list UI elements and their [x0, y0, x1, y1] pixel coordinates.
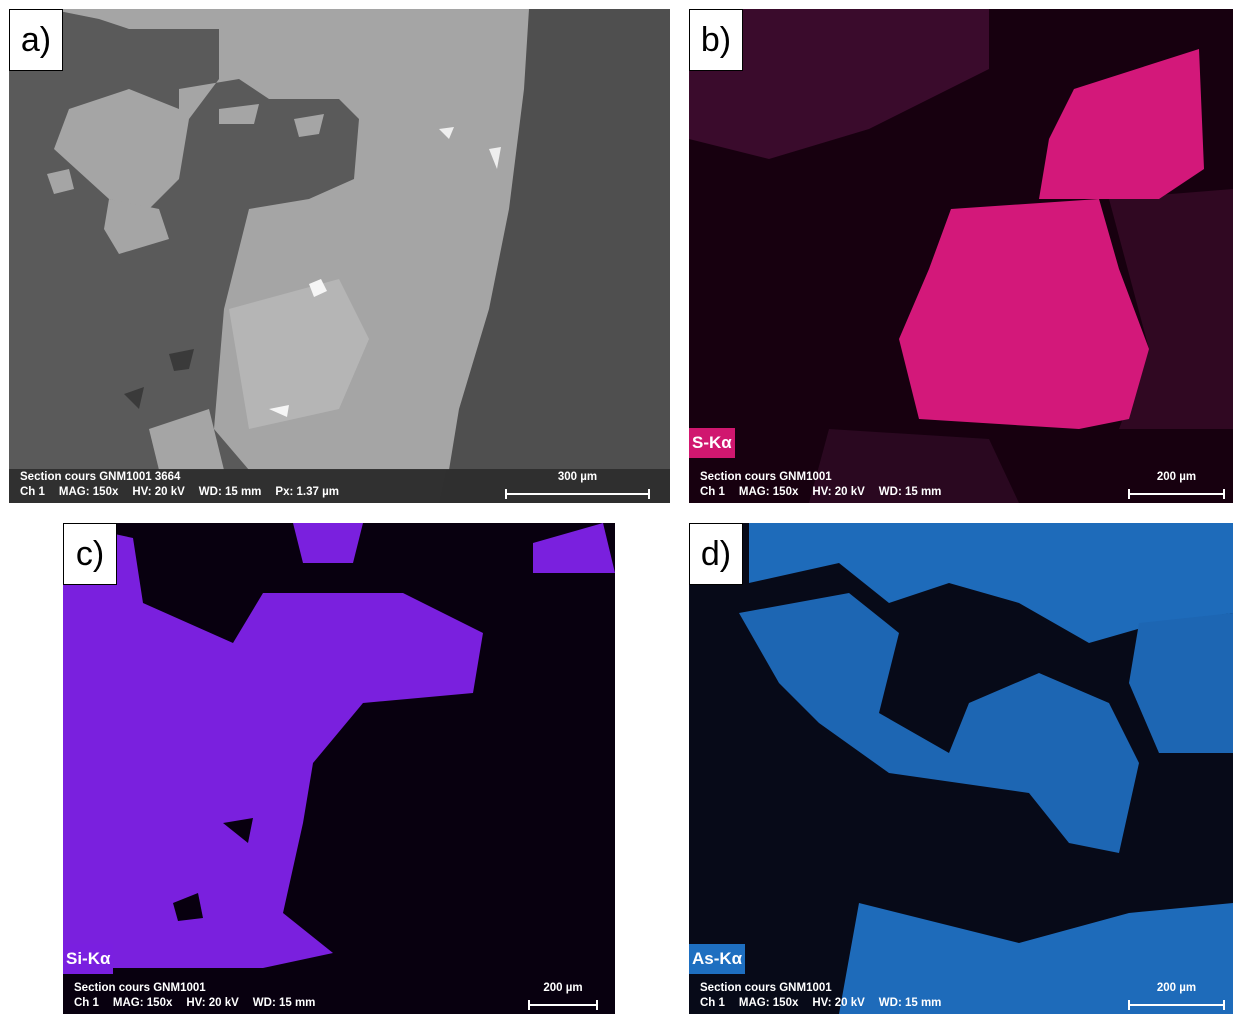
scale-bar-label: 200 µm: [1128, 982, 1225, 994]
scale-bar-label: 200 µm: [1128, 471, 1225, 483]
info-item: HV: 20 kV: [132, 486, 184, 498]
image-panel: a) Section cours GNM1001 3664 Ch 1 MAG: 150…: [9, 9, 670, 503]
phase-region: [169, 349, 194, 371]
scale-bar: [505, 489, 650, 499]
info-item: Ch 1: [700, 486, 725, 498]
info-item: HV: 20 kV: [186, 997, 238, 1009]
info-line: Ch 1 MAG: 150x HV: 20 kV WD: 15 mm Px: 1.37 …: [20, 486, 353, 498]
info-item: HV: 20 kV: [812, 997, 864, 1009]
info-bar: Section cours GNM1001 Ch 1 MAG: 150x HV: 20…: [689, 980, 1233, 1014]
panel-label: c): [63, 523, 117, 585]
phase-region: [47, 169, 74, 194]
scale-bar: [1128, 1000, 1225, 1010]
info-item: WD: 15 mm: [879, 997, 942, 1009]
phase-region: [533, 523, 615, 573]
info-item: Ch 1: [700, 997, 725, 1009]
panel-label: b): [689, 9, 743, 71]
info-line: Section cours GNM1001: [700, 471, 832, 483]
micrograph: [9, 9, 670, 503]
info-line: Ch 1 MAG: 150x HV: 20 kV WD: 15 mm: [700, 486, 955, 498]
element-label: S-Kα: [689, 428, 735, 458]
scale-bar-label: 300 µm: [505, 471, 650, 483]
phase-region: [124, 387, 144, 409]
image-panel: d) As-Kα Section cours GNM1001 Ch 1 MAG: 150…: [689, 523, 1233, 1014]
scale-bar-label: 200 µm: [528, 982, 598, 994]
phase-region: [1039, 49, 1204, 199]
info-item: WD: 15 mm: [879, 486, 942, 498]
scale-bar: [528, 1000, 598, 1010]
info-line: Ch 1 MAG: 150x HV: 20 kV WD: 15 mm: [74, 997, 329, 1009]
info-bar: Section cours GNM1001 Ch 1 MAG: 150x HV: 20…: [689, 469, 1233, 503]
info-item: HV: 20 kV: [812, 486, 864, 498]
phase-region: [104, 199, 169, 254]
phase-region: [293, 523, 363, 563]
info-item: WD: 15 mm: [253, 997, 316, 1009]
info-item: MAG: 150x: [59, 486, 118, 498]
info-bar: Section cours GNM1001 Ch 1 MAG: 150x HV: 20…: [63, 980, 615, 1014]
info-item: MAG: 150x: [739, 997, 798, 1009]
info-line: Ch 1 MAG: 150x HV: 20 kV WD: 15 mm: [700, 997, 955, 1009]
info-line: Section cours GNM1001 3664: [20, 471, 180, 483]
info-item: Px: 1.37 µm: [275, 486, 339, 498]
scale-bar: [1128, 489, 1225, 499]
info-item: MAG: 150x: [739, 486, 798, 498]
phase-region: [219, 104, 259, 124]
micrograph: [63, 523, 615, 1014]
phase-region: [1129, 613, 1233, 753]
panel-label: a): [9, 9, 63, 71]
micrograph: [689, 523, 1233, 1014]
info-item: Ch 1: [20, 486, 45, 498]
info-line: Section cours GNM1001: [74, 982, 206, 994]
micrograph: [689, 9, 1233, 503]
phase-region: [294, 114, 324, 137]
phase-region: [63, 523, 483, 968]
element-label: Si-Kα: [63, 944, 113, 974]
phase-region: [899, 199, 1149, 429]
element-label: As-Kα: [689, 944, 745, 974]
info-item: MAG: 150x: [113, 997, 172, 1009]
info-line: Section cours GNM1001: [700, 982, 832, 994]
figure: (() => { const data = JSON.parse(documen…: [0, 0, 1233, 1014]
info-bar: Section cours GNM1001 3664 Ch 1 MAG: 150x H…: [9, 469, 670, 503]
phase-region: [149, 409, 224, 470]
panel-label: d): [689, 523, 743, 585]
info-item: Ch 1: [74, 997, 99, 1009]
image-panel: b) S-Kα Section cours GNM1001 Ch 1 MAG: 150x…: [689, 9, 1233, 503]
info-item: WD: 15 mm: [199, 486, 262, 498]
image-panel: c) Si-Kα Section cours GNM1001 Ch 1 MAG: 150…: [63, 523, 615, 1014]
